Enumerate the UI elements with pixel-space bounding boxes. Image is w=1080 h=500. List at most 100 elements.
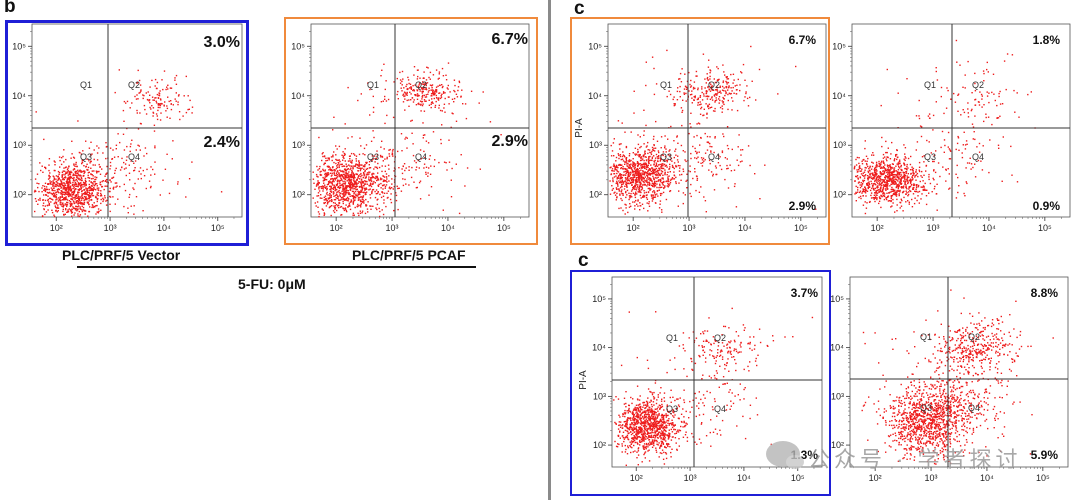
event-dot [405, 167, 407, 169]
event-dot [669, 171, 671, 173]
event-dot [647, 171, 649, 173]
event-dot [617, 153, 619, 155]
event-dot [355, 181, 357, 184]
event-dot [335, 183, 338, 186]
event-dot [342, 156, 344, 158]
event-dot [624, 180, 627, 182]
event-dot [52, 187, 55, 189]
event-dot [690, 195, 692, 198]
event-dot [648, 188, 651, 190]
event-dot [96, 172, 98, 174]
event-dot [887, 176, 889, 178]
event-dot [686, 187, 688, 189]
event-dot [73, 168, 75, 170]
event-dot [855, 185, 857, 188]
event-dot [71, 177, 74, 180]
event-dot [899, 191, 901, 193]
event-dot [680, 144, 683, 147]
event-dot [164, 168, 167, 170]
event-dot [697, 97, 699, 99]
event-dot [427, 93, 429, 95]
event-dot [420, 110, 422, 112]
event-dot [904, 181, 906, 184]
event-dot [660, 164, 663, 166]
event-dot [662, 184, 664, 186]
event-dot [734, 183, 736, 185]
event-dot [93, 184, 96, 187]
event-dot [62, 205, 64, 208]
event-dot [624, 161, 626, 163]
event-dot [335, 193, 338, 195]
event-dot [415, 187, 418, 189]
event-dot [693, 99, 695, 101]
event-dot [391, 153, 394, 155]
event-dot [347, 185, 349, 188]
event-dot [448, 139, 450, 141]
event-dot [136, 94, 138, 96]
event-dot [75, 161, 77, 164]
event-dot [334, 189, 336, 192]
y-tick-label: 10⁴ [12, 91, 26, 101]
event-dot [386, 178, 388, 180]
event-dot [390, 187, 393, 189]
event-dot [323, 155, 326, 157]
event-dot [667, 184, 670, 186]
event-dot [723, 87, 725, 89]
event-dot [419, 198, 422, 200]
event-dot [876, 181, 878, 183]
event-dot [647, 191, 650, 194]
event-dot [319, 165, 321, 168]
event-dot [177, 95, 180, 97]
event-dot [739, 89, 741, 92]
event-dot [890, 191, 892, 193]
event-dot [38, 183, 40, 185]
event-dot [140, 89, 142, 91]
event-dot [637, 176, 639, 178]
event-dot [67, 184, 69, 186]
event-dot [644, 165, 646, 168]
event-dot [63, 185, 65, 187]
event-dot [129, 179, 131, 181]
event-dot [353, 214, 355, 216]
event-dot [879, 164, 881, 167]
event-dot [83, 199, 85, 202]
event-dot [645, 162, 647, 165]
event-dot [716, 173, 718, 176]
event-dot [637, 171, 640, 173]
event-dot [344, 208, 347, 210]
event-dot [328, 165, 330, 168]
event-dot [166, 153, 168, 155]
event-dot [330, 175, 333, 177]
event-dot [643, 174, 646, 176]
event-dot [890, 153, 892, 155]
panel-label-b: b [4, 0, 16, 17]
event-dot [917, 184, 920, 187]
event-dot [899, 189, 901, 192]
event-dot [730, 92, 732, 95]
event-dot [644, 176, 646, 178]
event-dot [348, 193, 350, 196]
event-dot [352, 212, 355, 214]
event-dot [642, 170, 644, 173]
event-dot [725, 80, 727, 83]
event-dot [377, 172, 379, 174]
event-dot [715, 97, 717, 99]
event-dot [690, 183, 692, 186]
event-dot [323, 185, 325, 188]
event-dot [191, 112, 193, 114]
event-dot [410, 86, 412, 88]
event-dot [670, 178, 673, 180]
event-dot [654, 194, 657, 196]
event-dot [359, 210, 361, 212]
event-dot [669, 183, 671, 185]
event-dot [66, 211, 68, 213]
event-dot [454, 84, 456, 87]
event-dot [350, 199, 352, 201]
event-dot [129, 107, 131, 109]
event-dot [356, 173, 359, 175]
event-dot [61, 205, 63, 207]
event-dot [324, 172, 327, 175]
event-dot [60, 179, 62, 181]
event-dot [890, 195, 893, 198]
event-dot [359, 168, 362, 170]
